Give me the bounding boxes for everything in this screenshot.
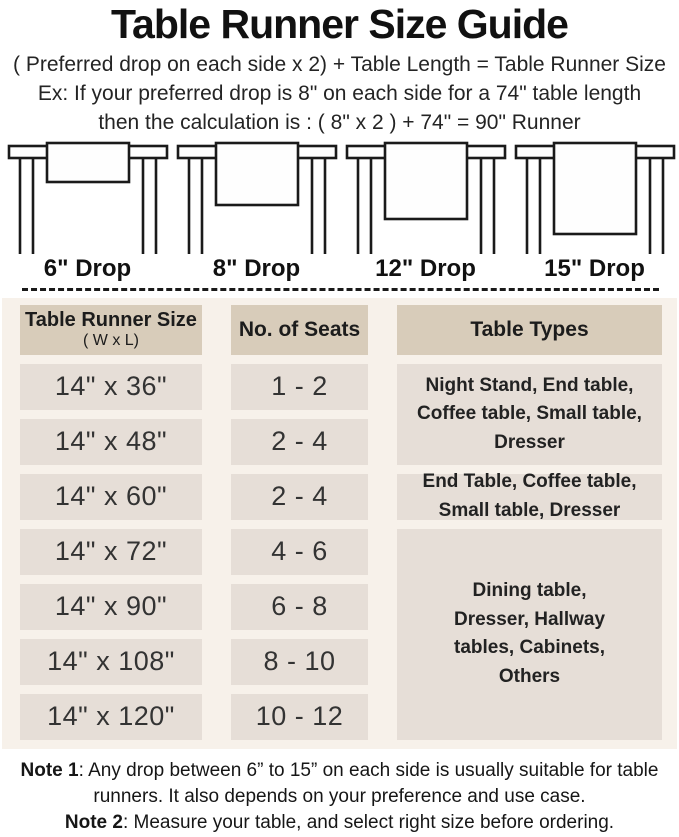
example-line-2: then the calculation is : ( 8" x 2 ) + 7… xyxy=(98,110,581,134)
note-2: Note 2: Measure your table, and select r… xyxy=(4,810,676,836)
table-runner-diagram-icon xyxy=(7,141,168,254)
column-header-runner-size: Table Runner Size ( W x L) xyxy=(20,304,202,355)
runner-size-cell: 14" x 108" xyxy=(20,638,202,685)
table-types-cell-medium-tables: End Table, Coffee table, Small table, Dr… xyxy=(397,471,662,521)
runner-size-cell: 14" x 36" xyxy=(20,363,202,410)
note-2-text: : Measure your table, and select right s… xyxy=(122,812,615,834)
runner-size-cell: 14" x 48" xyxy=(20,418,202,465)
seats-cell: 6 - 8 xyxy=(231,583,368,630)
table-types-cell-small-tables: Night Stand, End table, Coffee table, Sm… xyxy=(397,363,662,465)
column-header-runner-size-title: Table Runner Size xyxy=(25,309,197,332)
seats-cell: 10 - 12 xyxy=(231,693,368,740)
seats-cell: 4 - 6 xyxy=(231,528,368,575)
size-guide-table: Table Runner Size ( W x L) No. of Seats … xyxy=(2,297,677,749)
drop-label: 8" Drop xyxy=(212,254,301,282)
page-title: Table Runner Size Guide xyxy=(111,1,569,47)
column-header-runner-size-subtitle: ( W x L) xyxy=(83,332,139,350)
runner-size-formula: ( Preferred drop on each side x 2) + Tab… xyxy=(13,52,666,76)
column-header-table-types: Table Types xyxy=(397,304,662,355)
table-types-text: Night Stand, End table, Coffee table, Sm… xyxy=(417,374,642,453)
table-types-text: Dining table, Dresser, Hallway tables, C… xyxy=(453,580,606,687)
seats-cell: 1 - 2 xyxy=(231,363,368,410)
seats-cell: 8 - 10 xyxy=(231,638,368,685)
table-types-text: End Table, Coffee table, Small table, Dr… xyxy=(422,471,637,521)
table-drop-illustration: 15" Drop xyxy=(510,140,679,283)
table-drop-illustration: 6" Drop xyxy=(3,140,172,283)
runner-size-cell: 14" x 72" xyxy=(20,528,202,575)
note-1: Note 1: Any drop between 6” to 15” on ea… xyxy=(4,758,676,810)
table-types-cell-large-tables: Dining table, Dresser, Hallway tables, C… xyxy=(397,528,662,740)
table-drop-illustration: 12" Drop xyxy=(341,140,510,283)
column-header-seats: No. of Seats xyxy=(231,304,368,355)
note-2-label: Note 2 xyxy=(64,812,123,834)
drop-illustrations: 6" Drop 8" Drop 12" Drop 15" Drop xyxy=(0,135,679,283)
dashed-divider xyxy=(22,287,659,291)
note-1-label: Note 1 xyxy=(20,759,79,781)
drop-label: 12" Drop xyxy=(375,254,476,282)
note-1-text: : Any drop between 6” to 15” on each sid… xyxy=(78,759,659,808)
table-runner-diagram-icon xyxy=(345,141,506,254)
table-runner-diagram-icon xyxy=(176,141,337,254)
seats-cell: 2 - 4 xyxy=(231,473,368,520)
drop-label: 15" Drop xyxy=(544,254,645,282)
example-line-1: Ex: If your preferred drop is 8" on each… xyxy=(37,81,642,105)
runner-size-cell: 14" x 120" xyxy=(20,693,202,740)
runner-size-cell: 14" x 60" xyxy=(20,473,202,520)
runner-size-cell: 14" x 90" xyxy=(20,583,202,630)
seats-cell: 2 - 4 xyxy=(231,418,368,465)
notes: Note 1: Any drop between 6” to 15” on ea… xyxy=(4,758,676,837)
table-drop-illustration: 8" Drop xyxy=(172,140,341,283)
drop-label: 6" Drop xyxy=(43,254,132,282)
table-runner-diagram-icon xyxy=(514,141,675,254)
